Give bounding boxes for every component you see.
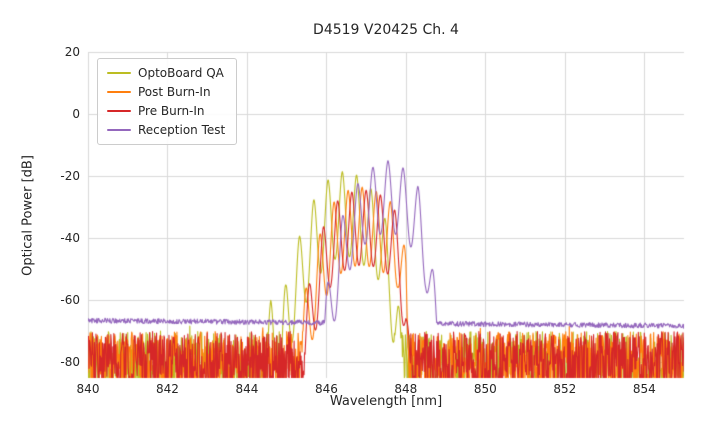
legend-line-swatch [107,72,131,74]
y-tick-label: -40 [60,231,80,246]
legend-line-swatch [107,91,131,93]
legend-item-pre-burn-in: Pre Burn-In [107,104,225,118]
legend: OptoBoard QA Post Burn-In Pre Burn-In Re… [97,58,238,145]
legend-line-swatch [107,110,131,112]
legend-label: Reception Test [138,123,226,137]
legend-label: Post Burn-In [138,85,211,99]
legend-item-optoboard-qa: OptoBoard QA [107,66,225,80]
legend-item-post-burn-in: Post Burn-In [107,85,225,99]
legend-item-reception-test: Reception Test [107,123,225,137]
x-tick-label: 848 [394,382,418,396]
legend-label: OptoBoard QA [138,66,224,80]
y-tick-label: -60 [60,293,80,308]
x-tick-label: 844 [235,382,259,396]
x-tick-label: 840 [76,382,100,396]
x-axis-label: Wavelength [nm] [329,394,443,409]
legend-line-swatch [107,129,131,131]
y-axis-label: Optical Power [dB] [20,155,36,276]
x-tick-label: 854 [632,382,656,396]
x-tick-label: 852 [553,382,577,396]
x-tick-label: 846 [314,382,338,396]
y-tick-label: -20 [60,169,80,184]
y-tick-label: 20 [64,45,80,59]
chart-title: D4519 V20425 Ch. 4 [313,22,459,38]
y-tick-label: -80 [60,355,80,370]
x-tick-label: 850 [473,382,497,396]
legend-label: Pre Burn-In [138,104,205,118]
x-tick-label: 842 [156,382,179,396]
y-tick-label: 0 [72,107,80,122]
